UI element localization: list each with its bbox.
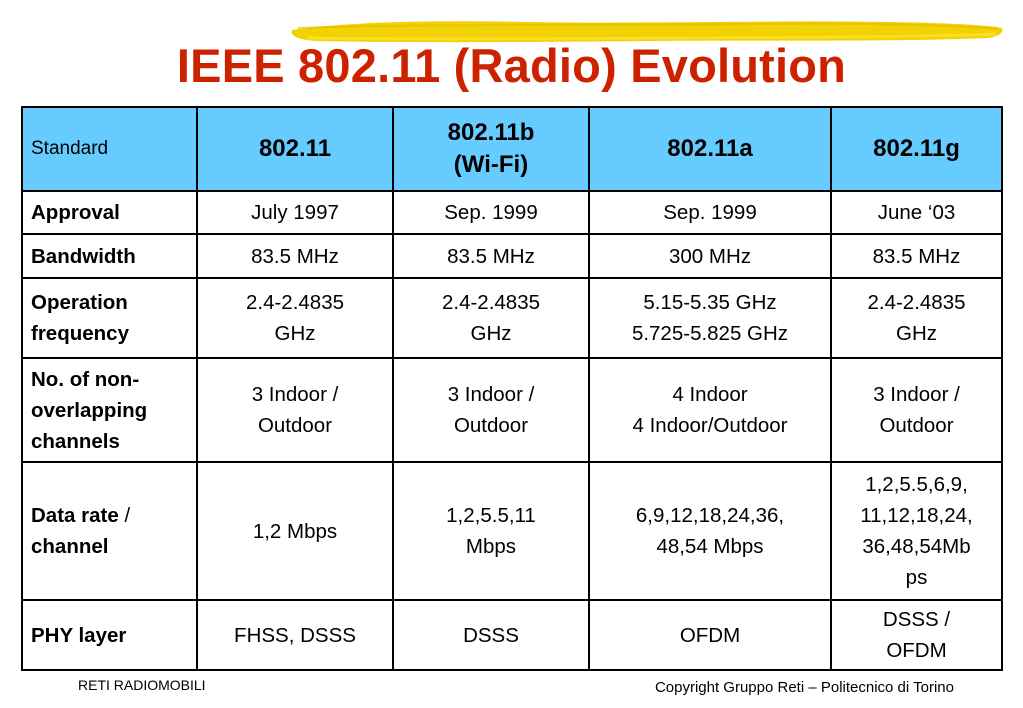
page-title: IEEE 802.11 (Radio) Evolution [176,39,847,92]
table-cell: 6,9,12,18,24,36, 48,54 Mbps [588,461,832,601]
header-802-11a: 802.11a [588,106,832,192]
header-802-11: 802.11 [196,106,394,192]
table-cell: 2.4-2.4835 GHz [392,277,590,359]
table-cell: July 1997 [196,190,394,235]
header-802-11g: 802.11g [830,106,1003,192]
footer-course-label: RETI RADIOMOBILI [78,677,206,693]
row-label-bandwidth: Bandwidth [21,233,198,279]
table-cell: 83.5 MHz [830,233,1003,279]
row-label-data-rate: Data rate / channel [21,461,198,601]
table-row: Bandwidth 83.5 MHz 83.5 MHz 300 MHz 83.5… [21,233,1003,279]
footer-copyright: Copyright Gruppo Reti – Politecnico di T… [654,679,954,696]
table-cell: 300 MHz [588,233,832,279]
table-cell: 2.4-2.4835 GHz [830,277,1003,359]
table-cell: OFDM [588,599,832,671]
header-802-11b: 802.11b (Wi-Fi) [392,106,590,192]
standards-table: Standard 802.11 802.11b (Wi-Fi) 802.11a … [21,106,1003,671]
table-header-row: Standard 802.11 802.11b (Wi-Fi) 802.11a … [21,106,1003,192]
table-cell: DSSS / OFDM [830,599,1003,671]
row-label-channels: No. of non- overlapping channels [21,357,198,463]
table-row: No. of non- overlapping channels 3 Indoo… [21,357,1003,463]
table-cell: June ‘03 [830,190,1003,235]
data-rate-label-suffix: / [118,504,131,527]
table-row: Operation frequency 2.4-2.4835 GHz 2.4-2… [21,277,1003,359]
table-row: Data rate / channel 1,2 Mbps 1,2,5.5,11 M… [21,461,1003,601]
highlight-stroke [291,21,1003,43]
table-cell: 4 Indoor 4 Indoor/Outdoor [588,357,832,463]
row-label-operation-frequency: Operation frequency [21,277,198,359]
table-cell: 1,2,5.5,6,9, 11,12,18,24, 36,48,54Mb ps [830,461,1003,601]
table-cell: 3 Indoor / Outdoor [830,357,1003,463]
table-cell: 1,2 Mbps [196,461,394,601]
row-label-phy-layer: PHY layer [21,599,198,671]
table-row: PHY layer FHSS, DSSS DSSS OFDM DSSS / OF… [21,599,1003,671]
table-cell: Sep. 1999 [392,190,590,235]
table-cell: 1,2,5.5,11 Mbps [392,461,590,601]
table-row: Approval July 1997 Sep. 1999 Sep. 1999 J… [21,190,1003,235]
table-cell: 3 Indoor / Outdoor [392,357,590,463]
row-label-approval: Approval [21,190,198,235]
table-cell: Sep. 1999 [588,190,832,235]
table-cell: 5.15-5.35 GHz 5.725-5.825 GHz [588,277,832,359]
table-cell: FHSS, DSSS [196,599,394,671]
table-cell: 2.4-2.4835 GHz [196,277,394,359]
table-cell: 83.5 MHz [196,233,394,279]
table-cell: DSSS [392,599,590,671]
table-cell: 83.5 MHz [392,233,590,279]
header-standard: Standard [21,106,198,192]
data-rate-label: Data rate [31,504,119,527]
data-rate-label-line2: channel [31,535,109,558]
table-cell: 3 Indoor / Outdoor [196,357,394,463]
